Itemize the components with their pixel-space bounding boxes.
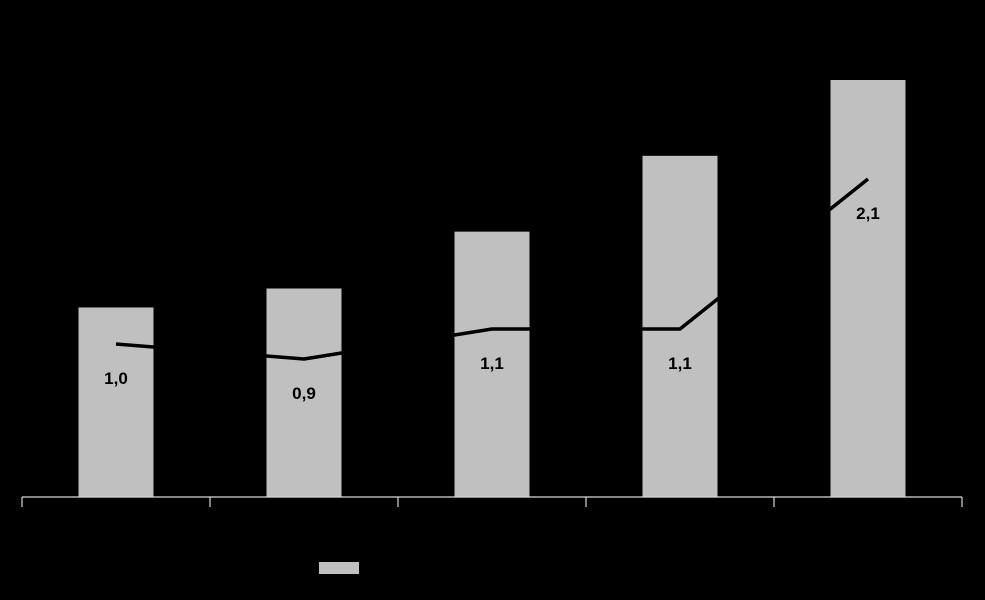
bar bbox=[454, 231, 530, 498]
data-labels: 1,0 0,9 1,1 1,1 2,1 bbox=[104, 204, 880, 403]
data-label: 2,1 bbox=[856, 204, 880, 223]
bar bbox=[78, 307, 154, 497]
bar bbox=[830, 80, 906, 497]
bar bbox=[642, 155, 718, 497]
data-label: 1,1 bbox=[668, 354, 692, 373]
data-label: 1,0 bbox=[104, 369, 128, 388]
legend-swatch-bars bbox=[319, 562, 359, 574]
data-label: 1,1 bbox=[480, 354, 504, 373]
bar-series bbox=[78, 80, 906, 498]
legend bbox=[319, 562, 359, 574]
data-label: 0,9 bbox=[292, 384, 316, 403]
bar bbox=[266, 288, 342, 497]
series-line bbox=[115, 177, 870, 361]
x-axis bbox=[21, 496, 963, 507]
line-series bbox=[115, 177, 870, 361]
